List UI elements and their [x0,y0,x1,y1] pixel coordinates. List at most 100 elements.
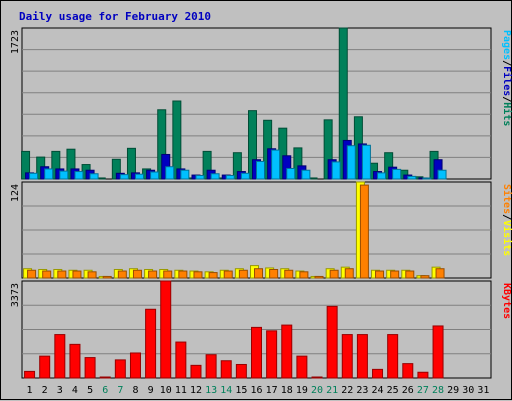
x-tick-label: 8 [132,385,138,396]
bar-sites-3 [57,270,67,279]
bar-sites-5 [87,271,97,279]
bar-kbytes-23 [356,334,368,379]
bar-kbytes-11 [175,341,187,379]
bar-kbytes-18 [281,324,293,379]
x-tick-label: 29 [447,385,459,396]
x-tick-label: 30 [462,385,474,396]
bar-kbytes-19 [296,355,308,379]
bar-sites-6 [102,275,112,279]
bar-pages-19 [301,169,311,180]
bar-sites-17 [269,268,279,279]
bar-kbytes-21 [326,305,338,379]
y-legend-part: / [501,60,512,66]
x-tick-label: 23 [356,385,368,396]
bar-sites-24 [375,270,385,279]
x-tick-label: 25 [387,385,399,396]
bar-kbytes-13 [205,354,217,379]
bar-pages-1 [29,172,39,180]
x-tick-label: 14 [220,385,232,396]
panel-visits-sites: 124 Sites/Visits [10,181,512,279]
x-tick-label: 21 [326,385,338,396]
panel-hits-files-pages: 1723 Pages/Files/Hits [10,27,512,180]
bar-pages-3 [59,170,69,180]
x-tick-label: 28 [432,385,444,396]
y-max-label: 124 [10,184,21,202]
bar-kbytes-10 [160,280,172,379]
bar-sites-28 [435,268,445,279]
bar-pages-26 [407,175,417,180]
bar-sites-23 [359,184,369,279]
bar-pages-13 [210,173,220,180]
bar-sites-13 [208,272,218,279]
bar-sites-19 [299,271,309,279]
bar-kbytes-15 [235,363,247,379]
y-max-label: 3373 [10,283,21,307]
bar-kbytes-1 [24,370,36,379]
bar-pages-18 [286,167,296,180]
bar-kbytes-14 [220,360,232,379]
bar-pages-25 [392,168,402,180]
panel-kbytes: 3373 KBytes [10,280,512,379]
bar-sites-11 [178,270,188,279]
y-legend-part: / [501,96,512,102]
y-legend-part: Sites [501,184,512,214]
x-tick-label: 7 [117,385,123,396]
bar-sites-10 [163,270,173,279]
bar-pages-24 [377,172,387,180]
bar-pages-22 [346,145,356,180]
y-legend-part: Hits [501,102,512,126]
bar-kbytes-20 [311,376,323,379]
bar-kbytes-7 [114,359,126,379]
chart-title: Daily usage for February 2010 [19,10,211,23]
y-legend-part: Files [501,66,512,96]
bar-pages-4 [74,171,84,180]
y-legend-part: Visits [501,220,512,256]
bar-kbytes-6 [99,376,111,379]
bar-kbytes-27 [417,371,429,379]
bar-pages-28 [437,169,447,180]
x-tick-label: 13 [205,385,217,396]
bar-sites-21 [329,269,339,279]
bar-pages-17 [271,149,281,180]
bar-kbytes-5 [84,357,96,379]
y-legend-part: KBytes [501,283,512,319]
bar-sites-15 [238,269,248,279]
bar-pages-5 [89,173,99,180]
x-tick-label: 24 [372,385,384,396]
bar-kbytes-3 [54,334,66,379]
bar-sites-26 [405,270,415,279]
x-tick-label: 15 [235,385,247,396]
bar-kbytes-26 [402,363,414,379]
bar-pages-9 [150,171,160,180]
x-tick-label: 31 [477,385,489,396]
chart-panels: 1723 Pages/Files/Hits 124 Sites / Visits 3373 K… [10,27,512,379]
x-tick-label: 2 [42,385,48,396]
bar-kbytes-12 [190,364,202,379]
y-legend-part: Pages [501,30,512,60]
bar-sites-22 [344,268,354,279]
bar-pages-27 [422,177,432,180]
bar-pages-15 [240,172,250,180]
bar-kbytes-25 [387,334,399,379]
bar-pages-12 [195,174,205,180]
bar-sites-8 [132,269,142,279]
bar-pages-16 [256,160,265,180]
x-tick-label: 12 [190,385,202,396]
bar-sites-25 [390,270,400,279]
y-max-label: 1723 [10,30,21,54]
x-tick-label: 19 [296,385,308,396]
bar-kbytes-2 [39,355,51,379]
y-axis-legend-label: Pages/Files/Hits [501,30,512,126]
x-axis: 1 2 3 4 5 6 7 8 9 10 11 12 13 14 15 16 17 18 19 20 21 22 23 24 2… [27,385,490,396]
x-tick-label: 27 [417,385,429,396]
x-tick-label: 4 [72,385,78,396]
x-tick-label: 9 [148,385,154,396]
bar-sites-27 [420,275,430,279]
x-tick-label: 3 [57,385,63,396]
bar-pages-11 [180,169,190,180]
bar-kbytes-9 [145,308,157,379]
bar-kbytes-16 [251,326,262,379]
bar-kbytes-28 [432,325,444,379]
